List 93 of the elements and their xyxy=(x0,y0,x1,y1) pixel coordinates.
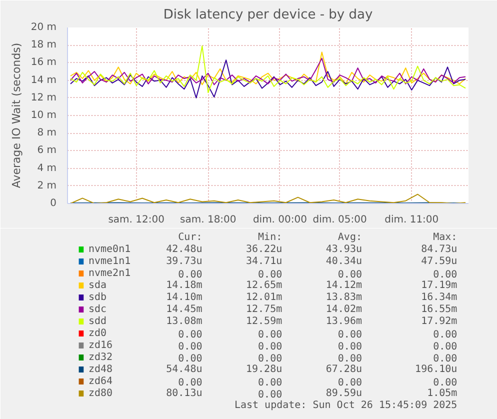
text: 0.00 xyxy=(178,378,202,388)
text: 0.00 xyxy=(258,390,282,400)
x-tick-label: sam. 12:00 xyxy=(108,214,164,226)
y-axis-title: Average IO Wait (seconds) xyxy=(10,42,23,188)
text: 1.05m xyxy=(427,388,458,399)
text: 0.00 xyxy=(338,342,362,352)
line-series xyxy=(70,194,466,204)
y-tick-label: 2 m xyxy=(37,180,57,192)
y-tick-label: 20 m xyxy=(30,22,57,33)
text: 0.00 xyxy=(338,270,362,280)
y-tick-label: 12 m xyxy=(30,92,57,104)
text: 43.93u xyxy=(326,244,362,255)
text: 0.00 xyxy=(338,330,362,340)
legend-label: zd0 xyxy=(88,328,107,339)
text: 0.00 xyxy=(433,342,458,352)
legend-label: zd80 xyxy=(88,388,113,399)
text: 13.96m xyxy=(326,316,362,327)
text: 196.10u xyxy=(415,364,458,375)
text: 14.45m xyxy=(166,304,202,315)
text: 0.00 xyxy=(178,342,202,352)
text: 14.18m xyxy=(166,280,202,291)
y-tick-label: 14 m xyxy=(30,74,57,86)
y-tick-label: 18 m xyxy=(30,40,57,51)
y-tick-label: 6 m xyxy=(37,145,57,156)
legend-label: nvme1n1 xyxy=(88,256,131,267)
text: 80.13u xyxy=(166,388,202,399)
text: 14.12m xyxy=(326,280,362,291)
text: 0.00 xyxy=(258,330,282,340)
y-tick-label: 0 xyxy=(50,198,57,209)
text: 0.00 xyxy=(433,330,458,340)
legend-label: sdb xyxy=(88,292,107,303)
legend-label: zd64 xyxy=(88,376,113,387)
text: 84.73u xyxy=(421,244,458,255)
text: Max: xyxy=(433,232,458,243)
line-series xyxy=(70,45,466,94)
text: 0.00 xyxy=(258,342,282,352)
text: 0.00 xyxy=(338,378,362,388)
y-tick-label: 4 m xyxy=(37,162,57,174)
x-tick-label: dim. 11:00 xyxy=(384,214,439,226)
legend-label: nvme0n1 xyxy=(88,244,131,255)
line-series xyxy=(70,52,466,86)
text: 12.59m xyxy=(246,316,282,327)
text: 47.59u xyxy=(421,256,458,267)
text: 0.00 xyxy=(433,270,458,280)
legend-label: sdd xyxy=(88,316,107,327)
text: 34.71u xyxy=(246,256,282,267)
text: 14.10m xyxy=(166,292,202,303)
text: 0.00 xyxy=(178,330,202,340)
text: 0.00 xyxy=(178,354,202,364)
text: Avg: xyxy=(338,232,362,243)
text: Last update: Sun Oct 26 15:45:09 2025 xyxy=(234,400,458,411)
legend-label: zd32 xyxy=(88,352,113,363)
text: 17.19m xyxy=(421,280,458,291)
y-tick-label: 8 m xyxy=(37,128,57,139)
text: 17.92m xyxy=(421,316,458,327)
text: Min: xyxy=(258,232,282,243)
text: 0.00 xyxy=(338,354,362,364)
text: 19.28u xyxy=(246,364,282,375)
text: 36.22u xyxy=(246,244,282,255)
legend-label: sda xyxy=(88,280,107,291)
text: 12.75m xyxy=(246,304,282,315)
y-tick-label: 16 m xyxy=(30,57,57,68)
x-tick-label: sam. 18:00 xyxy=(180,214,236,226)
text: 0.00 xyxy=(258,270,282,280)
text: 12.65m xyxy=(246,280,282,291)
line-series xyxy=(70,60,466,98)
legend-label: nvme2n1 xyxy=(88,268,131,279)
text: 40.34u xyxy=(326,256,362,267)
legend-label: sdc xyxy=(88,304,107,315)
x-tick-label: dim. 00:00 xyxy=(252,214,307,226)
text: 13.08m xyxy=(166,316,202,327)
text: 39.73u xyxy=(166,256,202,267)
text: 16.55m xyxy=(421,304,458,315)
legend-label: zd48 xyxy=(88,364,113,375)
text: 0.00 xyxy=(258,354,282,364)
y-tick-label: 10 m xyxy=(30,110,57,121)
text: 0.00 xyxy=(258,378,282,388)
x-tick-label: dim. 05:00 xyxy=(312,214,367,226)
legend-label: zd16 xyxy=(88,340,113,351)
text: 0.00 xyxy=(433,378,458,388)
text: 42.48u xyxy=(166,244,202,255)
text: 14.02m xyxy=(326,304,362,315)
text: 13.83m xyxy=(326,292,362,303)
text: 12.01m xyxy=(246,292,282,303)
chart-title: Disk latency per device - by day xyxy=(163,8,373,22)
text: 54.48u xyxy=(166,364,202,375)
text: Cur: xyxy=(178,232,202,243)
line-series xyxy=(70,58,466,86)
text: 0.00 xyxy=(433,354,458,364)
text: 67.28u xyxy=(326,364,362,375)
text: 0.00 xyxy=(178,270,202,280)
text: 16.34m xyxy=(421,292,458,303)
text: 89.59u xyxy=(326,388,362,399)
